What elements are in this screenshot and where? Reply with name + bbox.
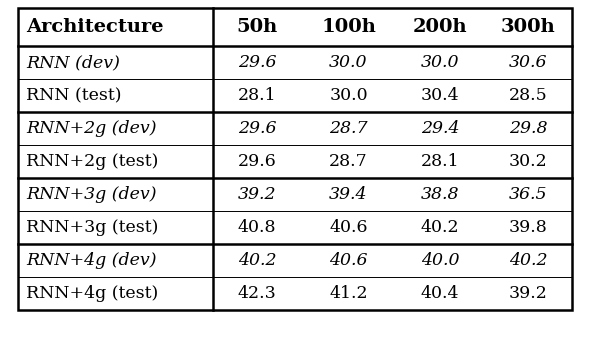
Text: 28.1: 28.1 (421, 153, 459, 170)
Text: 30.0: 30.0 (329, 54, 368, 71)
Text: 40.2: 40.2 (421, 219, 459, 236)
Text: RNN+3g (test): RNN+3g (test) (26, 219, 158, 236)
Text: 40.6: 40.6 (329, 219, 368, 236)
Text: 39.8: 39.8 (509, 219, 548, 236)
Text: 39.2: 39.2 (509, 285, 548, 302)
Text: 50h: 50h (237, 18, 278, 36)
Text: 29.6: 29.6 (238, 153, 276, 170)
Text: 30.6: 30.6 (509, 54, 548, 71)
Text: 30.0: 30.0 (329, 87, 368, 104)
Text: 28.7: 28.7 (329, 120, 368, 137)
Text: 29.6: 29.6 (238, 120, 276, 137)
Text: 41.2: 41.2 (329, 285, 368, 302)
Text: 29.4: 29.4 (421, 120, 459, 137)
Text: RNN+4g (dev): RNN+4g (dev) (26, 252, 156, 269)
Text: 30.2: 30.2 (509, 153, 548, 170)
Text: 200h: 200h (412, 18, 467, 36)
Text: 29.6: 29.6 (238, 54, 276, 71)
Text: 40.8: 40.8 (238, 219, 276, 236)
Text: 40.2: 40.2 (238, 252, 276, 269)
Text: 36.5: 36.5 (509, 186, 548, 203)
Text: 40.6: 40.6 (329, 252, 368, 269)
Text: 39.4: 39.4 (329, 186, 368, 203)
Text: RNN+3g (dev): RNN+3g (dev) (26, 186, 156, 203)
Text: Architecture: Architecture (26, 18, 163, 36)
Text: RNN+2g (test): RNN+2g (test) (26, 153, 158, 170)
Text: 28.1: 28.1 (238, 87, 276, 104)
Text: 30.4: 30.4 (421, 87, 459, 104)
Text: 40.2: 40.2 (509, 252, 548, 269)
Text: RNN+4g (test): RNN+4g (test) (26, 285, 158, 302)
Text: 38.8: 38.8 (421, 186, 459, 203)
Text: RNN+2g (dev): RNN+2g (dev) (26, 120, 156, 137)
Text: 40.0: 40.0 (421, 252, 459, 269)
Text: 300h: 300h (501, 18, 555, 36)
Text: RNN (test): RNN (test) (26, 87, 122, 104)
Text: 100h: 100h (321, 18, 376, 36)
Text: 28.5: 28.5 (509, 87, 548, 104)
Text: 39.2: 39.2 (238, 186, 276, 203)
Text: 30.0: 30.0 (421, 54, 459, 71)
Text: 40.4: 40.4 (421, 285, 459, 302)
Text: RNN (dev): RNN (dev) (26, 54, 120, 71)
Text: 42.3: 42.3 (238, 285, 276, 302)
Text: 29.8: 29.8 (509, 120, 548, 137)
Bar (18, 8, 572, 310)
Text: 28.7: 28.7 (329, 153, 368, 170)
